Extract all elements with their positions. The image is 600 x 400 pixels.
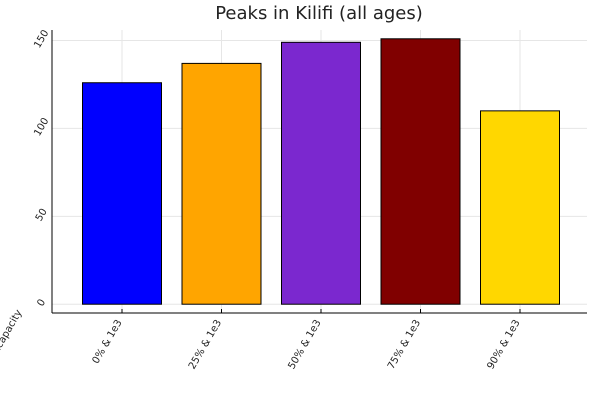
y-tick-label: 50 xyxy=(34,207,50,224)
y-tick-label: 150 xyxy=(32,28,51,50)
x-tick-label: 75% & 1e3 xyxy=(386,318,423,371)
bar-4 xyxy=(481,111,560,304)
x-tick-label-protection-capacity: protection&capacity xyxy=(0,308,25,400)
bars xyxy=(83,39,560,304)
bar-3 xyxy=(381,39,460,304)
y-tick-label: 0 xyxy=(35,297,48,308)
x-tick-label: 25% & 1e3 xyxy=(187,318,224,371)
x-tick-label: 90% & 1e3 xyxy=(485,318,522,371)
bar-1 xyxy=(182,63,261,304)
x-tick-label: 0% & 1e3 xyxy=(91,318,125,366)
bar-0 xyxy=(83,83,162,304)
chart-title: Peaks in Kilifi (all ages) xyxy=(215,3,423,24)
y-tick-labels: 0 50 100 150 xyxy=(32,28,51,308)
y-tick-label: 100 xyxy=(32,116,51,138)
x-tick-labels: 0% & 1e3 25% & 1e3 50% & 1e3 75% & 1e3 90% &… xyxy=(91,309,523,371)
bar-2 xyxy=(282,42,361,304)
x-tick-label: 50% & 1e3 xyxy=(286,318,323,371)
